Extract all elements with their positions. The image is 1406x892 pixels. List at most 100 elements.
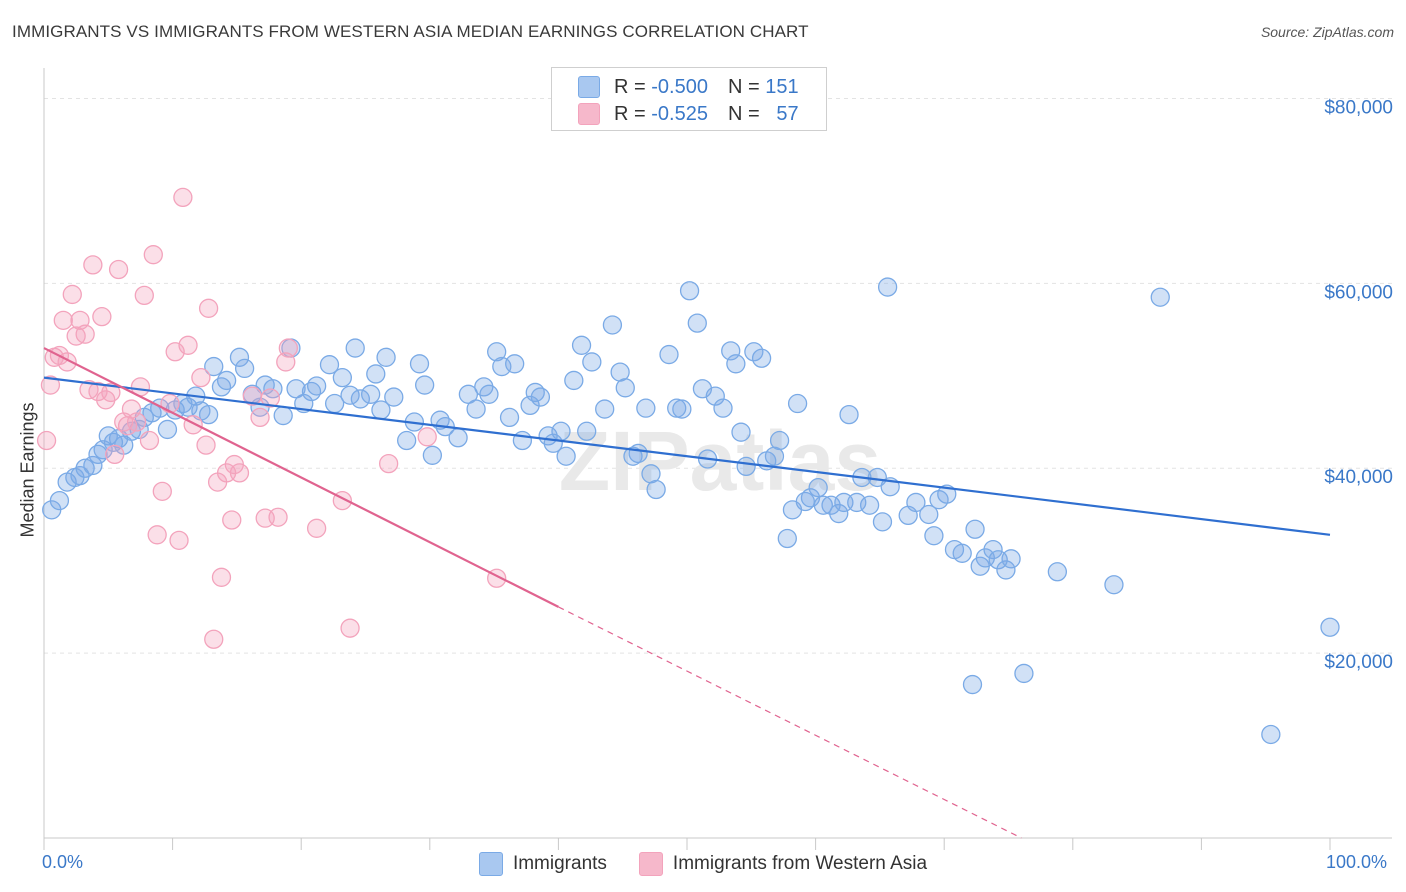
- n-value: 57: [776, 102, 799, 125]
- source-label: Source: ZipAtlas.com: [1260, 24, 1394, 40]
- data-point-immigrants: [659, 344, 679, 365]
- data-point-immigrants: [505, 354, 525, 374]
- data-point-immigrants: [422, 445, 443, 465]
- data-point-immigrants: [577, 421, 597, 441]
- data-point-immigrants: [350, 389, 371, 409]
- data-point-western-asia: [147, 525, 167, 545]
- axes: [43, 68, 1392, 850]
- data-point-immigrants: [340, 385, 360, 405]
- data-point-western-asia: [40, 375, 61, 395]
- data-point-western-asia: [169, 530, 189, 550]
- r-label: R =: [614, 75, 646, 98]
- data-point-immigrants: [965, 519, 985, 539]
- data-point-western-asia: [126, 412, 147, 432]
- trend-layer: [43, 347, 1331, 839]
- data-point-immigrants: [487, 342, 507, 362]
- data-point-immigrants: [551, 421, 571, 441]
- stats-row-immigrants: R = -0.500 N = 151: [578, 74, 799, 100]
- data-point-immigrants: [1320, 617, 1340, 637]
- data-point-western-asia: [268, 507, 288, 527]
- data-point-western-asia: [204, 629, 224, 649]
- data-point-western-asia: [53, 310, 73, 330]
- stats-row-western-asia: R = -0.525 N = 57: [578, 101, 799, 127]
- data-point-immigrants: [157, 419, 178, 440]
- data-point-western-asia: [62, 284, 82, 305]
- data-point-immigrants: [332, 368, 353, 388]
- r-value: -0.500: [651, 75, 708, 98]
- data-point-western-asia: [160, 393, 180, 414]
- chart-title: IMMIGRANTS VS IMMIGRANTS FROM WESTERN AS…: [12, 22, 809, 41]
- trend-line-western-asia: [43, 347, 559, 608]
- data-point-immigrants: [679, 281, 700, 301]
- data-point-immigrants: [75, 458, 95, 478]
- data-point-western-asia: [83, 255, 103, 275]
- data-point-immigrants: [787, 393, 808, 414]
- data-point-immigrants: [1047, 562, 1068, 582]
- data-point-immigrants: [962, 674, 983, 695]
- data-point-immigrants: [204, 356, 224, 377]
- data-point-western-asia: [378, 453, 399, 474]
- data-point-immigrants: [211, 377, 232, 397]
- series-immigrants: [42, 277, 1340, 745]
- data-point-western-asia: [108, 259, 129, 280]
- x-tick-right: 100.0%: [1326, 852, 1388, 872]
- data-point-immigrants: [556, 446, 576, 466]
- data-point-immigrants: [1104, 575, 1124, 595]
- data-point-immigrants: [595, 399, 615, 419]
- data-point-immigrants: [1150, 287, 1170, 307]
- data-point-western-asia: [101, 382, 121, 403]
- y-tick-label: $80,000: [1324, 97, 1393, 118]
- data-point-immigrants: [646, 479, 666, 500]
- data-point-immigrants: [234, 358, 255, 379]
- data-point-immigrants: [415, 375, 435, 395]
- data-point-western-asia: [178, 335, 198, 355]
- data-point-immigrants: [530, 387, 551, 407]
- data-point-immigrants: [319, 355, 340, 375]
- data-point-immigrants: [198, 404, 219, 425]
- data-point-immigrants: [512, 430, 533, 451]
- y-tick-label: $60,000: [1324, 282, 1393, 303]
- bottom-legend: Immigrants Immigrants from Western Asia: [0, 852, 1406, 876]
- data-point-immigrants: [1261, 724, 1281, 745]
- data-point-immigrants: [564, 370, 584, 391]
- data-point-immigrants: [769, 430, 790, 451]
- data-point-western-asia: [340, 618, 360, 638]
- data-point-immigrants: [301, 381, 322, 402]
- data-point-western-asia: [198, 298, 219, 318]
- data-point-immigrants: [409, 354, 430, 374]
- data-point-immigrants: [713, 398, 733, 418]
- data-point-immigrants: [571, 335, 592, 355]
- data-point-immigrants: [623, 446, 643, 466]
- data-point-western-asia: [306, 518, 327, 538]
- data-point-immigrants: [777, 528, 797, 549]
- data-point-immigrants: [795, 491, 815, 512]
- n-value: 151: [765, 75, 799, 98]
- data-point-western-asia: [173, 187, 193, 208]
- series-western-asia: [36, 187, 507, 649]
- data-point-immigrants: [952, 543, 972, 563]
- data-point-western-asia: [134, 285, 154, 306]
- legend-swatch-immigrants: [478, 852, 503, 876]
- data-point-immigrants: [751, 348, 772, 368]
- legend-swatch-western-asia: [638, 852, 663, 876]
- data-point-immigrants: [726, 354, 746, 374]
- data-point-immigrants: [273, 405, 293, 426]
- data-point-immigrants: [376, 347, 396, 367]
- legend-item-western-asia[interactable]: Immigrants from Western Asia: [638, 852, 927, 876]
- data-point-immigrants: [813, 495, 833, 515]
- data-point-western-asia: [278, 338, 298, 358]
- trend-line-immigrants: [43, 376, 1331, 536]
- y-axis-label: Median Earnings: [17, 402, 38, 538]
- data-point-immigrants: [602, 315, 623, 335]
- stats-swatch-western-asia: [578, 103, 600, 125]
- data-point-immigrants: [919, 504, 939, 525]
- n-label: N =: [727, 102, 760, 125]
- data-point-immigrants: [687, 313, 707, 333]
- data-point-immigrants: [859, 495, 880, 515]
- data-point-immigrants: [216, 370, 237, 391]
- legend-item-immigrants[interactable]: Immigrants: [478, 852, 607, 876]
- data-point-immigrants: [636, 398, 656, 418]
- data-point-immigrants: [1014, 663, 1034, 684]
- data-point-western-asia: [229, 463, 250, 483]
